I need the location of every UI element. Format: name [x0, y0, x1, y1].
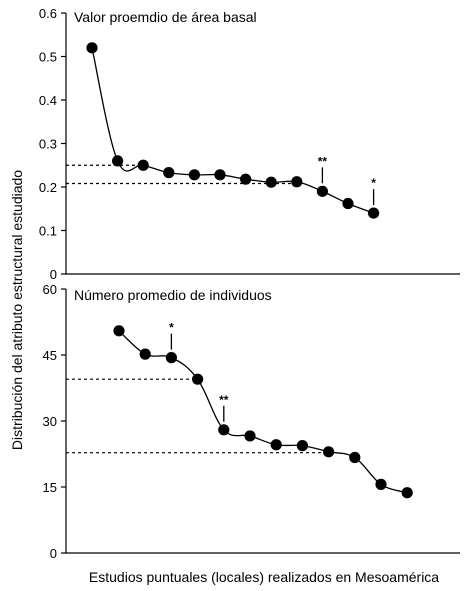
panel-1-ytick-label: 0: [50, 267, 57, 282]
panel-1-data-point: [188, 169, 200, 181]
panel-2-data-point: [218, 424, 230, 436]
panel-1-data-point: [240, 173, 252, 185]
panel-1-data-point: [368, 207, 380, 219]
panel-2-data-point: [349, 451, 361, 464]
panel-2-ytick-label: 45: [43, 348, 57, 363]
panel-1-ytick-label: 0.2: [39, 180, 57, 195]
panel-1-data-point: [291, 176, 303, 188]
y-axis-label: Distribución del atributo estructural es…: [9, 170, 25, 450]
panel-1-data-point: [137, 159, 149, 171]
panel-1-data-point: [86, 42, 98, 54]
panel-1-title: Valor proemdio de área basal: [74, 9, 257, 25]
panel-2-title: Número promedio de individuos: [74, 287, 272, 303]
panel-2-data-point: [296, 440, 308, 452]
panel-2-data-point: [192, 373, 204, 385]
panel-1-ytick-label: 0.3: [39, 137, 57, 152]
x-axis-label: Estudios puntuales (locales) realizados …: [89, 569, 439, 585]
panel-2-axes: [65, 289, 460, 554]
panel-2-ytick-label: 15: [43, 480, 57, 495]
panel-1-ytick-label: 0.6: [39, 6, 57, 21]
panel-1-ytick-label: 0.5: [39, 50, 57, 65]
panel-2-data-point: [165, 352, 177, 364]
panel-1-annotation-label: **: [318, 154, 328, 168]
panel-1-data-point: [163, 167, 175, 179]
panel-2-data-point: [375, 478, 387, 490]
panel-1-axes: [65, 13, 460, 275]
panel-1-data-point: [112, 155, 124, 167]
panel-2-series-line: [118, 330, 408, 494]
panel-2-ytick-label: 30: [43, 414, 57, 429]
panel-1-ytick-label: 0.4: [39, 93, 57, 108]
panel-1-annotation-label: *: [371, 176, 376, 190]
panel-2-data-point: [139, 348, 151, 360]
panel-2-data-point: [113, 325, 125, 337]
panel-2-data-point: [270, 439, 282, 451]
panel-1-data-point: [265, 176, 277, 188]
panel-2-annotation-label: *: [169, 321, 174, 335]
panel-2-data-point: [244, 430, 256, 442]
panel-2-ytick-label: 0: [50, 546, 57, 561]
panel-1-data-point: [342, 197, 354, 210]
panel-2-ytick-label: 60: [43, 282, 57, 297]
panel-1-data-point: [316, 185, 328, 197]
panel-2-data-point: [323, 446, 335, 458]
panel-1-series-line: [91, 47, 374, 214]
panel-1-ytick-label: 0.1: [39, 224, 57, 239]
panel-1-data-point: [214, 169, 226, 181]
panel-2-annotation-label: **: [219, 393, 229, 407]
panel-2-data-point: [401, 487, 413, 499]
